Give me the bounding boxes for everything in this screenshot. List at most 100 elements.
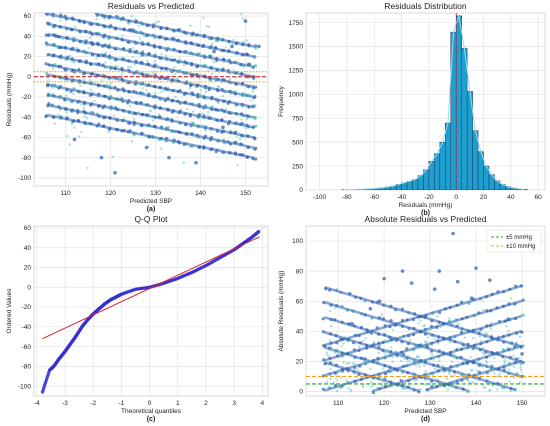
data-point bbox=[205, 25, 209, 28]
data-point bbox=[448, 340, 452, 344]
data-point bbox=[418, 346, 421, 349]
data-point bbox=[496, 388, 499, 391]
data-point bbox=[412, 387, 415, 390]
y-tick-label: 1000 bbox=[289, 92, 304, 99]
data-point bbox=[235, 140, 239, 143]
outlier-point bbox=[377, 299, 382, 304]
chart-d: 110 120 130 140 150 0 20 40 60 80 100 ±5 mmHg ±10 mm… bbox=[278, 214, 546, 423]
x-tick-label: -80 bbox=[342, 194, 352, 201]
data-point bbox=[415, 379, 419, 382]
data-point bbox=[486, 371, 489, 375]
data-point bbox=[371, 384, 375, 387]
data-point bbox=[397, 324, 400, 327]
data-point bbox=[424, 329, 427, 332]
data-point bbox=[466, 379, 470, 383]
data-point bbox=[131, 55, 134, 59]
data-point bbox=[334, 307, 337, 310]
x-tick-label: 140 bbox=[471, 400, 482, 407]
data-point bbox=[110, 82, 113, 85]
data-point bbox=[347, 361, 351, 365]
data-point bbox=[386, 348, 389, 351]
data-point bbox=[254, 157, 258, 161]
histogram-bar bbox=[406, 180, 413, 190]
data-point bbox=[210, 47, 213, 50]
density-curve bbox=[344, 15, 525, 190]
data-point bbox=[430, 353, 434, 356]
data-point bbox=[202, 124, 205, 127]
outlier-point bbox=[520, 352, 524, 356]
data-band bbox=[324, 331, 517, 392]
data-point bbox=[448, 317, 451, 320]
data-point bbox=[165, 68, 168, 72]
data-point bbox=[95, 18, 99, 21]
data-point bbox=[506, 347, 509, 350]
outlier-point bbox=[350, 321, 354, 326]
data-point bbox=[450, 360, 454, 363]
data-point bbox=[182, 161, 185, 164]
data-point bbox=[130, 140, 134, 143]
data-point bbox=[505, 324, 508, 328]
data-point bbox=[518, 335, 522, 338]
y-tick-label: -20 bbox=[22, 304, 32, 311]
data-point bbox=[207, 110, 210, 114]
data-point bbox=[380, 313, 384, 316]
data-point bbox=[129, 105, 132, 108]
data-point bbox=[212, 60, 216, 64]
data-point bbox=[73, 126, 76, 129]
data-point bbox=[118, 47, 122, 51]
data-point bbox=[498, 373, 501, 376]
qq-reference-line bbox=[42, 236, 260, 340]
data-point bbox=[204, 90, 208, 94]
data-point bbox=[149, 110, 152, 113]
data-point bbox=[229, 129, 233, 133]
data-point bbox=[453, 382, 456, 385]
data-point bbox=[210, 57, 214, 61]
data-point bbox=[507, 329, 510, 332]
data-point bbox=[423, 364, 426, 367]
data-point bbox=[251, 90, 254, 93]
outlier-point bbox=[455, 279, 460, 284]
data-point bbox=[81, 41, 85, 45]
data-point bbox=[418, 365, 421, 368]
histogram-bar bbox=[428, 161, 435, 190]
data-point bbox=[89, 88, 92, 92]
data-point bbox=[86, 166, 89, 170]
data-point bbox=[70, 120, 73, 124]
data-point bbox=[251, 84, 254, 87]
data-point bbox=[192, 110, 195, 113]
data-point bbox=[254, 85, 258, 89]
data-point bbox=[45, 71, 49, 75]
data-point bbox=[104, 51, 108, 54]
data-point bbox=[378, 376, 382, 379]
data-point bbox=[58, 96, 61, 100]
data-point bbox=[509, 297, 513, 300]
data-band bbox=[324, 284, 523, 347]
data-point bbox=[491, 366, 494, 370]
data-point bbox=[207, 55, 210, 58]
y-tick-label: 750 bbox=[292, 115, 303, 122]
data-point bbox=[221, 95, 224, 98]
y-tick-label: 100 bbox=[292, 238, 303, 245]
y-tick-label: -40 bbox=[22, 114, 32, 121]
y-tick-label: -80 bbox=[22, 155, 32, 162]
data-point bbox=[65, 94, 68, 98]
data-point bbox=[420, 346, 424, 349]
data-point bbox=[512, 354, 515, 358]
y-tick-label: 80 bbox=[296, 268, 304, 275]
data-point bbox=[156, 64, 159, 67]
data-point bbox=[236, 72, 240, 75]
data-point bbox=[438, 359, 441, 362]
data-point bbox=[114, 16, 118, 19]
x-tick-label: 40 bbox=[507, 194, 515, 201]
data-point bbox=[188, 87, 191, 90]
x-axis-label: Predicted SBP bbox=[404, 408, 446, 415]
y-tick-label: -100 bbox=[18, 175, 31, 182]
data-point bbox=[160, 53, 163, 56]
y-axis-label: Ordered Values bbox=[6, 288, 13, 334]
data-point bbox=[521, 313, 525, 317]
data-point bbox=[100, 78, 103, 82]
data-point bbox=[102, 73, 105, 76]
data-point bbox=[66, 134, 69, 138]
data-point bbox=[425, 340, 428, 343]
